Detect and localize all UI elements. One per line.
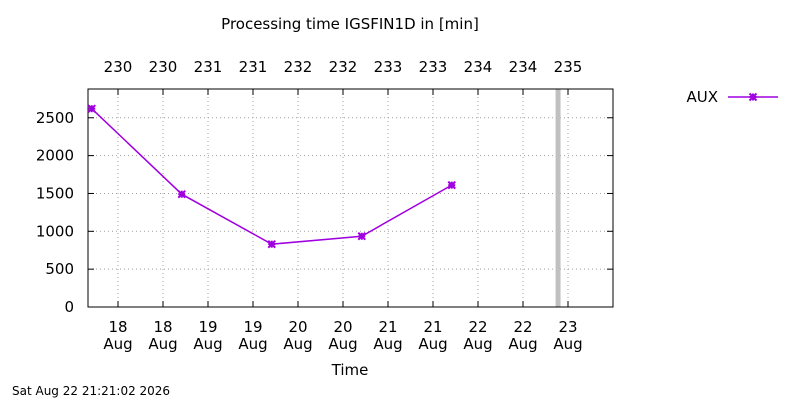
x-tick-label-month: Aug	[508, 335, 537, 353]
series-line-aux	[91, 108, 453, 245]
x-tick-label-month: Aug	[328, 335, 357, 353]
x-tick-label-day: 19	[243, 318, 262, 336]
data-point	[87, 104, 96, 113]
x-tick-label-month: Aug	[148, 335, 177, 353]
x2-tick-label: 231	[239, 58, 268, 76]
y-tick-label: 1500	[36, 184, 74, 202]
x2-tick-label: 233	[419, 58, 448, 76]
data-point	[357, 232, 366, 241]
x2-tick-label: 230	[149, 58, 178, 76]
x-tick-label-day: 21	[378, 318, 397, 336]
x-tick-label-month: Aug	[193, 335, 222, 353]
x2-tick-label: 234	[509, 58, 538, 76]
x-tick-label-month: Aug	[418, 335, 447, 353]
x2-tick-label: 235	[554, 58, 583, 76]
legend-marker	[748, 92, 758, 102]
x-axis-label: Time	[331, 361, 369, 379]
x-tick-label-month: Aug	[238, 335, 267, 353]
x2-tick-label: 232	[284, 58, 313, 76]
x-tick-label-day: 20	[333, 318, 352, 336]
x-tick-label-day: 22	[468, 318, 487, 336]
y-tick-label: 0	[64, 298, 74, 316]
x-tick-label-month: Aug	[373, 335, 402, 353]
timestamp: Sat Aug 22 21:21:02 2026	[12, 384, 170, 398]
plot-frame	[87, 88, 614, 308]
x-tick-label-day: 20	[288, 318, 307, 336]
x2-tick-label: 232	[329, 58, 358, 76]
y-tick-label: 1000	[36, 222, 74, 240]
x-tick-label-month: Aug	[283, 335, 312, 353]
legend-label: AUX	[686, 88, 718, 106]
x-tick-label-day: 18	[153, 318, 172, 336]
chart-title: Processing time IGSFIN1D in [min]	[221, 15, 479, 33]
data-point	[267, 239, 276, 249]
x-tick-label-month: Aug	[553, 335, 582, 353]
x2-tick-label: 230	[104, 58, 133, 76]
x-tick-label-day: 23	[558, 318, 577, 336]
x-tick-label-day: 18	[108, 318, 127, 336]
x-tick-label-day: 19	[198, 318, 217, 336]
x-tick-label-day: 22	[513, 318, 532, 336]
y-tick-label: 2000	[36, 147, 74, 165]
data-point	[447, 180, 456, 190]
y-tick-label: 2500	[36, 109, 74, 127]
x-tick-label-month: Aug	[103, 335, 132, 353]
x2-tick-label: 231	[194, 58, 223, 76]
x2-tick-label: 234	[464, 58, 493, 76]
data-point	[177, 190, 186, 199]
y-tick-label: 500	[45, 260, 74, 278]
x2-tick-label: 233	[374, 58, 403, 76]
x-tick-label-month: Aug	[463, 335, 492, 353]
x-tick-label-day: 21	[423, 318, 442, 336]
